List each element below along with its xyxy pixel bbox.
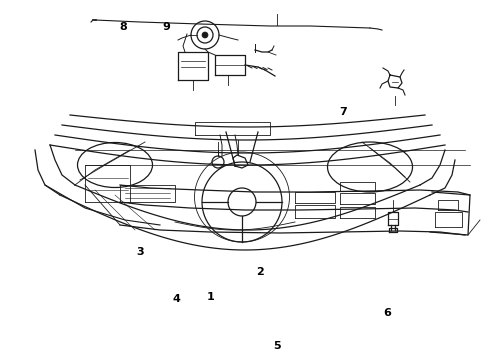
Text: 9: 9 [163,22,171,32]
Text: 6: 6 [383,308,391,318]
Text: 7: 7 [339,107,347,117]
Circle shape [202,32,208,38]
Text: 1: 1 [207,292,215,302]
Text: 4: 4 [172,294,180,304]
Text: 3: 3 [136,247,144,257]
Text: 5: 5 [273,341,281,351]
Text: 8: 8 [120,22,127,32]
Text: 2: 2 [256,267,264,277]
